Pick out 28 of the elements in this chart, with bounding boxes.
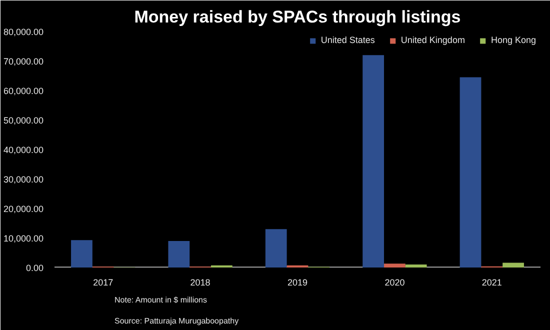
legend-label: United Kingdom xyxy=(400,35,465,45)
x-tick-label: 2018 xyxy=(190,278,210,288)
y-tick-label: 10,000.00 xyxy=(3,234,44,244)
bar xyxy=(460,77,482,268)
bar xyxy=(168,240,190,268)
bar xyxy=(384,264,406,268)
y-tick-label: 40,000.00 xyxy=(3,145,44,155)
legend-label: Hong Kong xyxy=(490,35,536,45)
y-tick-label: 20,000.00 xyxy=(3,204,44,214)
legend-label: United States xyxy=(320,35,375,45)
y-tick-label: 50,000.00 xyxy=(3,116,44,126)
y-tick-label: 70,000.00 xyxy=(3,56,44,66)
bar xyxy=(265,229,287,268)
source-note: Source: Patturaja Murugaboopathy xyxy=(114,316,239,326)
y-tick-label: 0.00 xyxy=(26,263,44,273)
bar xyxy=(502,262,524,268)
x-tick-label: 2020 xyxy=(384,278,405,288)
y-tick-label: 60,000.00 xyxy=(3,86,44,96)
x-tick-label: 2017 xyxy=(93,278,114,288)
y-tick-label: 80,000.00 xyxy=(3,27,44,37)
bar xyxy=(405,264,427,268)
x-tick-label: 2019 xyxy=(287,278,308,288)
chart-title: Money raised by SPACs through listings xyxy=(134,8,461,26)
y-tick-label: 30,000.00 xyxy=(3,174,44,184)
text: Note: Amount in $ millions xyxy=(114,296,207,304)
bar xyxy=(362,55,384,268)
bar xyxy=(71,240,92,268)
x-tick-label: 2021 xyxy=(482,278,502,288)
